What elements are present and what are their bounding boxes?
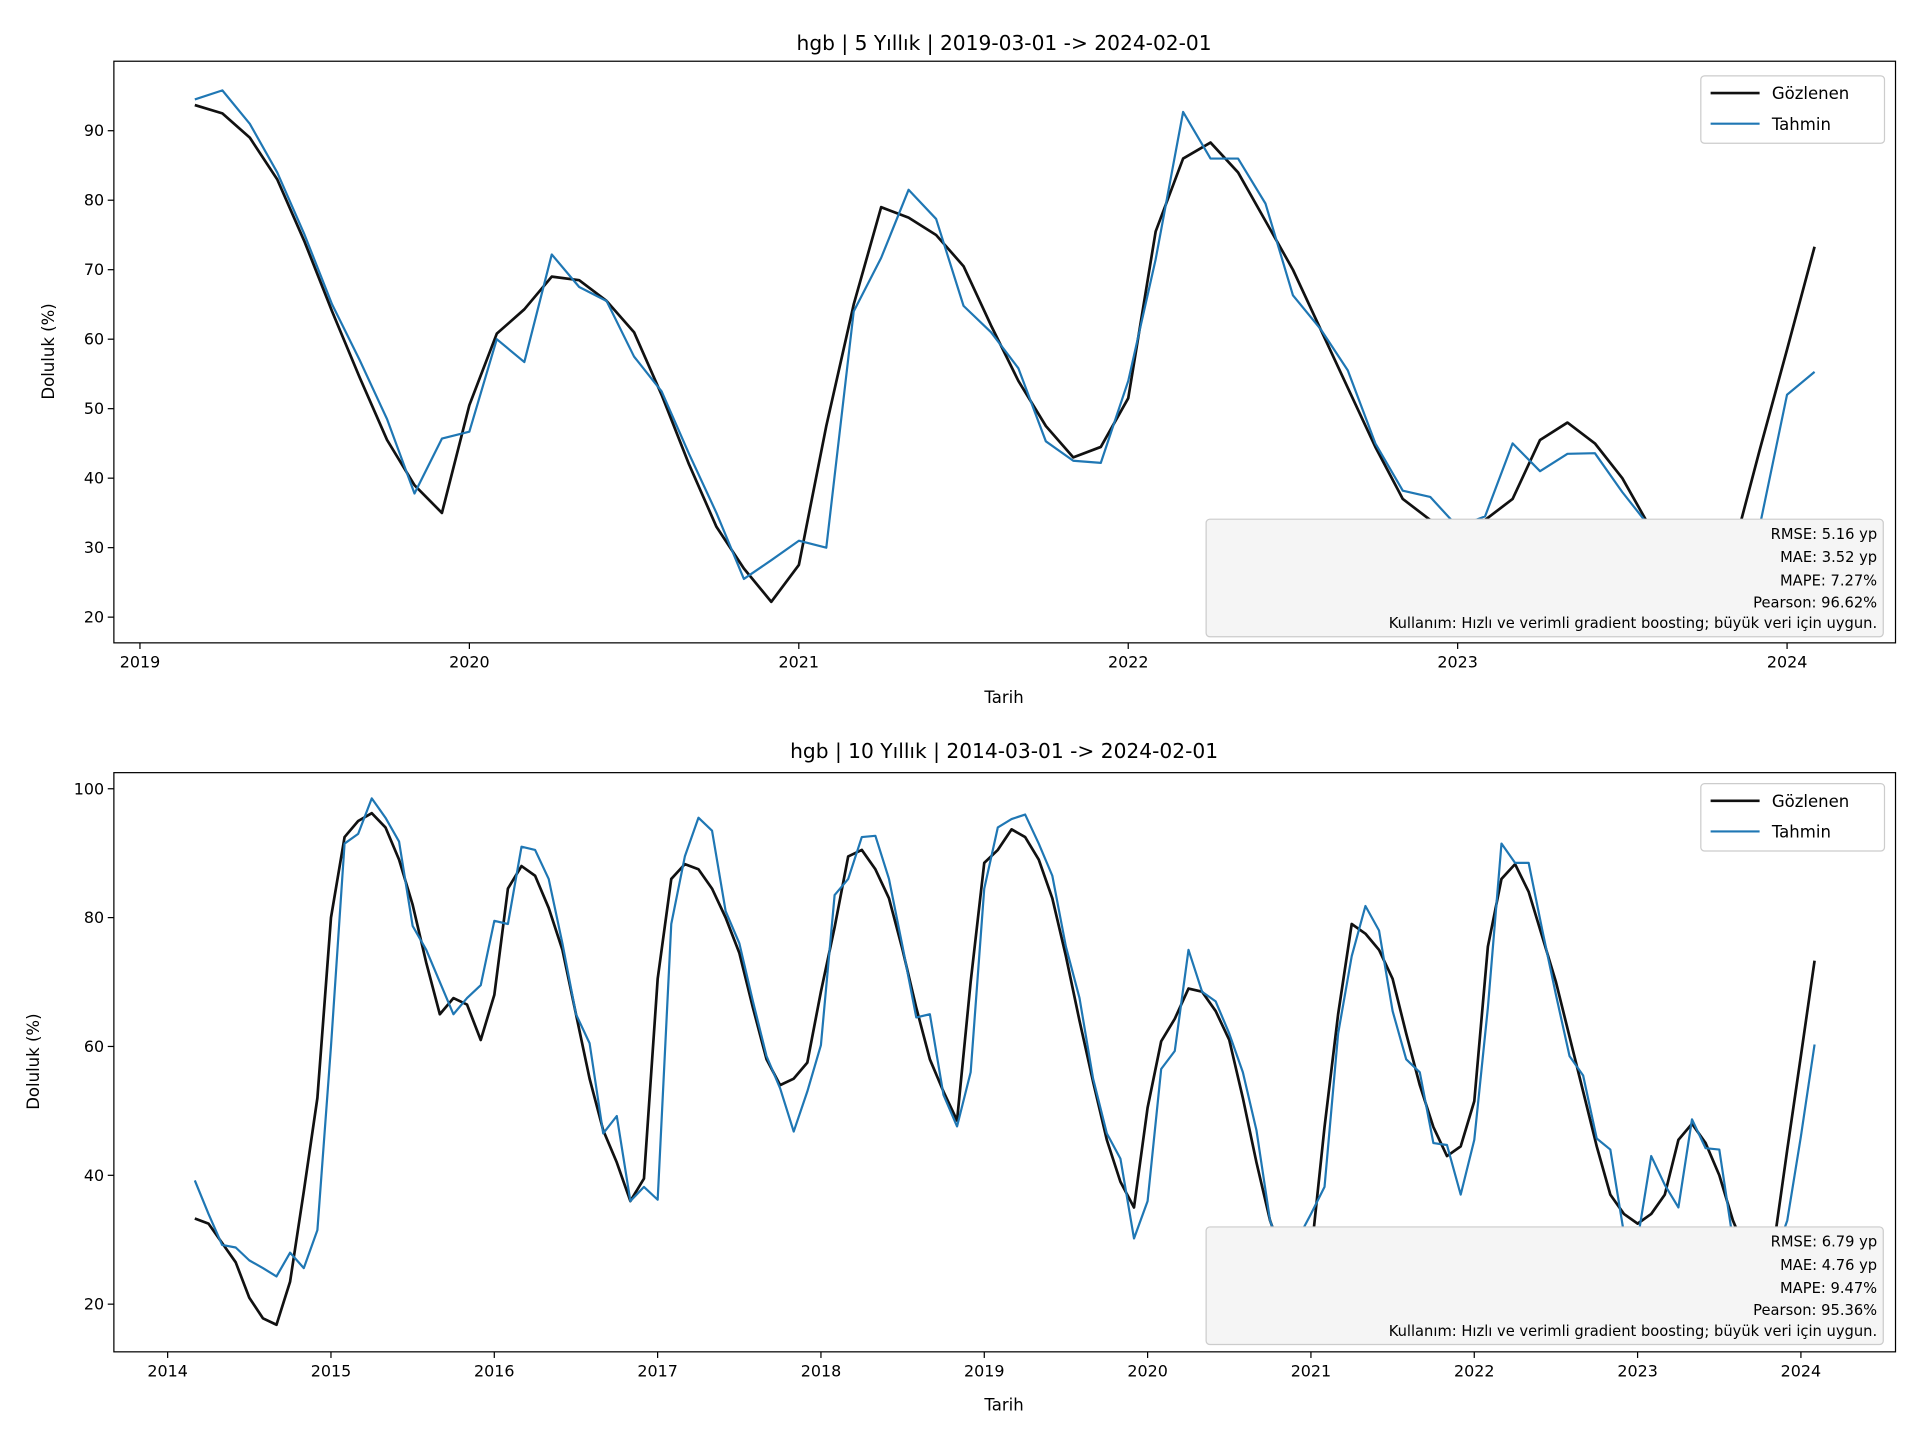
metric-pearson: Pearson: 96.62% xyxy=(1753,594,1877,611)
metric-mape: MAPE: 7.27% xyxy=(1780,572,1877,589)
x-tick-label: 2018 xyxy=(801,1361,841,1380)
chart-5-year: hgb | 5 Yıllık | 2019-03-01 -> 2024-02-0… xyxy=(39,31,1897,707)
chart-10-year: hgb | 10 Yıllık | 2014-03-01 -> 2024-02-… xyxy=(24,739,1897,1415)
metric-pearson: Pearson: 95.36% xyxy=(1753,1302,1877,1319)
x-tick-label: 2017 xyxy=(637,1361,677,1380)
chart-title: hgb | 5 Yıllık | 2019-03-01 -> 2024-02-0… xyxy=(797,31,1212,55)
axes-frame xyxy=(113,60,1897,644)
x-tick-label: 2024 xyxy=(1781,1361,1821,1380)
y-tick-label: 90 xyxy=(84,121,104,140)
legend-label-observed: Gözlenen xyxy=(1772,792,1849,811)
y-axis-label: Doluluk (%) xyxy=(39,303,58,399)
metric-rmse: RMSE: 6.79 yp xyxy=(1771,1234,1877,1251)
metrics-box: RMSE: 6.79 yp MAE: 4.76 yp MAPE: 9.47% P… xyxy=(1205,1226,1884,1346)
x-tick-label: 2019 xyxy=(964,1361,1004,1380)
metrics-box: RMSE: 5.16 yp MAE: 3.52 yp MAPE: 7.27% P… xyxy=(1205,518,1884,638)
x-axis-label: Tarih xyxy=(983,1396,1023,1415)
plot-area: 2019 2020 2021 2022 2023 2024 20 30 40 50 60 70 80 90 xyxy=(84,60,1897,671)
x-tick-label: 2022 xyxy=(1454,1361,1494,1380)
legend-label-observed: Gözlenen xyxy=(1772,84,1849,103)
x-tick-label: 2020 xyxy=(449,652,489,671)
x-tick-label: 2022 xyxy=(1108,652,1148,671)
y-tick-label: 40 xyxy=(84,1166,104,1185)
legend-label-predicted: Tahmin xyxy=(1771,115,1831,134)
y-tick-label: 70 xyxy=(84,260,104,279)
x-tick-label: 2024 xyxy=(1767,652,1807,671)
x-tick-label: 2021 xyxy=(1291,1361,1331,1380)
metric-mape: MAPE: 9.47% xyxy=(1780,1280,1877,1297)
y-tick-label: 30 xyxy=(84,538,104,557)
x-tick-label: 2014 xyxy=(147,1361,187,1380)
x-tick-label: 2020 xyxy=(1127,1361,1167,1380)
legend-label-predicted: Tahmin xyxy=(1771,823,1831,842)
series-line-observed xyxy=(194,103,1816,604)
x-tick-label: 2023 xyxy=(1617,1361,1657,1380)
y-tick-label: 40 xyxy=(84,469,104,488)
y-tick-label: 60 xyxy=(84,1037,104,1056)
y-axis-label: Doluluk (%) xyxy=(24,1013,43,1109)
metric-usage: Kullanım: Hızlı ve verimli gradient boos… xyxy=(1389,615,1877,632)
x-tick-label: 2016 xyxy=(474,1361,514,1380)
y-tick-label: 60 xyxy=(84,330,104,349)
series-line-predicted xyxy=(194,89,1816,581)
y-tick-label: 80 xyxy=(84,191,104,210)
y-tick-label: 20 xyxy=(84,1295,104,1314)
x-tick-label: 2021 xyxy=(779,652,819,671)
legend: Gözlenen Tahmin xyxy=(1700,75,1886,144)
metric-rmse: RMSE: 5.16 yp xyxy=(1771,526,1877,543)
metric-usage: Kullanım: Hızlı ve verimli gradient boos… xyxy=(1389,1323,1877,1340)
chart-title: hgb | 10 Yıllık | 2014-03-01 -> 2024-02-… xyxy=(790,739,1218,763)
x-tick-label: 2015 xyxy=(311,1361,351,1380)
metric-mae: MAE: 4.76 yp xyxy=(1780,1257,1877,1274)
metric-mae: MAE: 3.52 yp xyxy=(1780,549,1877,566)
plot-area: 2014 2015 2016 2017 2018 2019 2020 2021 2022 2023… xyxy=(74,772,1897,1380)
legend: Gözlenen Tahmin xyxy=(1700,783,1886,852)
y-tick-label: 80 xyxy=(84,908,104,927)
x-tick-label: 2023 xyxy=(1437,652,1477,671)
x-tick-label: 2019 xyxy=(120,652,160,671)
x-axis-label: Tarih xyxy=(983,688,1023,707)
y-tick-label: 50 xyxy=(84,399,104,418)
y-tick-label: 100 xyxy=(74,779,104,798)
series-line-predicted xyxy=(193,797,1816,1286)
axes-frame xyxy=(113,772,1897,1353)
y-tick-label: 20 xyxy=(84,608,104,627)
